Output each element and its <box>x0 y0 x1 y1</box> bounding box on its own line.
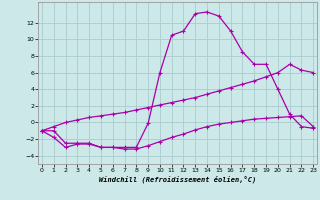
X-axis label: Windchill (Refroidissement éolien,°C): Windchill (Refroidissement éolien,°C) <box>99 176 256 183</box>
